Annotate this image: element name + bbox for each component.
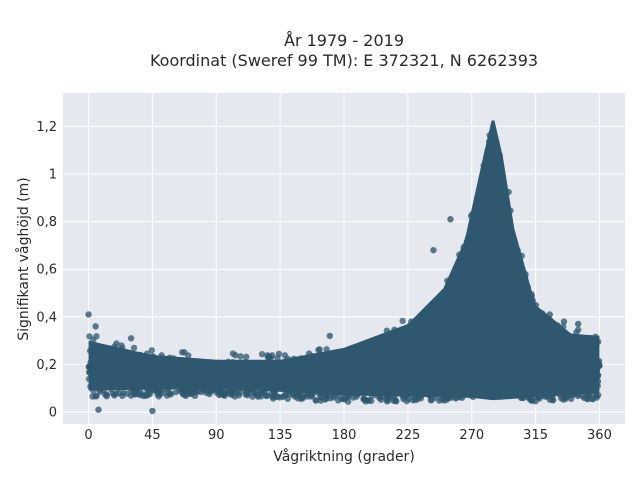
- x-tick-label: 360: [587, 428, 612, 443]
- data-point: [178, 349, 186, 356]
- y-tick-label: 0: [49, 406, 57, 421]
- outlier-point: [326, 332, 334, 340]
- data-point: [367, 397, 375, 405]
- data-point: [546, 396, 554, 403]
- data-point: [166, 390, 174, 397]
- data-point: [361, 396, 368, 403]
- data-point: [295, 392, 302, 400]
- data-point: [436, 397, 443, 404]
- data-point: [142, 392, 150, 399]
- data-point: [400, 395, 407, 403]
- data-point: [237, 353, 244, 360]
- y-tick-label: 1: [49, 167, 57, 182]
- data-point: [206, 388, 213, 396]
- data-point: [113, 340, 120, 347]
- data-point: [148, 347, 155, 354]
- data-point: [187, 387, 194, 395]
- data-point: [281, 352, 289, 359]
- data-point: [271, 390, 278, 397]
- y-tick-label: 0,2: [36, 358, 57, 373]
- outlier-point: [447, 216, 454, 223]
- data-point: [103, 392, 110, 400]
- outlier-point: [127, 335, 135, 342]
- data-point: [185, 352, 192, 359]
- x-axis-ticks: 0 45 90 135 180 225 270 315 360: [84, 428, 611, 443]
- data-point: [427, 397, 435, 404]
- data-point: [120, 389, 127, 396]
- outlier-point: [496, 223, 504, 230]
- data-point: [263, 392, 271, 399]
- data-point: [322, 395, 329, 402]
- data-point: [315, 346, 322, 354]
- data-point: [399, 317, 406, 325]
- data-point: [392, 397, 400, 405]
- data-point: [134, 390, 142, 398]
- outlier-point: [85, 311, 92, 318]
- x-axis-label: Vågriktning (grader): [273, 448, 415, 465]
- x-tick-label: 135: [268, 428, 293, 443]
- data-point: [156, 390, 164, 398]
- y-axis-label: Signifikant våghöjd (m): [15, 177, 32, 340]
- chart-title: År 1979 - 2019: [284, 31, 404, 50]
- data-point: [558, 395, 565, 402]
- x-tick-label: 225: [395, 428, 420, 443]
- data-point: [312, 397, 319, 404]
- data-point: [335, 397, 342, 404]
- outlier-point: [560, 318, 568, 325]
- data-points: [85, 120, 603, 415]
- data-point: [213, 389, 220, 396]
- chart-subtitle: Koordinat (Sweref 99 TM): E 372321, N 62…: [150, 51, 538, 70]
- data-point: [581, 394, 588, 402]
- outlier-point: [149, 407, 156, 415]
- data-point: [258, 350, 266, 358]
- data-point: [93, 392, 100, 400]
- x-tick-label: 315: [523, 428, 548, 443]
- x-tick-label: 270: [459, 428, 484, 443]
- data-point: [409, 396, 417, 404]
- data-point: [264, 352, 271, 359]
- x-tick-label: 180: [332, 428, 357, 443]
- data-point: [317, 392, 325, 400]
- data-point: [341, 396, 349, 403]
- outlier-point: [574, 320, 582, 328]
- data-point: [377, 396, 385, 403]
- data-point: [130, 344, 138, 352]
- data-point: [254, 392, 262, 399]
- data-point: [274, 354, 281, 362]
- data-point: [93, 333, 100, 340]
- x-tick-label: 0: [84, 428, 92, 443]
- y-tick-label: 0,6: [36, 263, 57, 278]
- data-point: [593, 392, 600, 399]
- data-point: [86, 333, 93, 340]
- y-tick-label: 0,8: [36, 215, 57, 230]
- data-point: [229, 391, 236, 398]
- x-tick-label: 45: [144, 428, 161, 443]
- data-point: [232, 352, 239, 359]
- data-point-cluster: [88, 120, 600, 401]
- data-point: [221, 392, 228, 399]
- outlier-point: [430, 246, 437, 254]
- y-axis-ticks: 0 0,2 0,4 0,6 0,8 1 1,2: [36, 120, 57, 421]
- y-tick-label: 0,4: [36, 310, 57, 325]
- outlier-point: [95, 406, 102, 413]
- y-tick-label: 1,2: [36, 120, 57, 135]
- data-point: [284, 395, 291, 402]
- data-point: [194, 388, 202, 395]
- outlier-point: [92, 323, 99, 330]
- data-point: [243, 353, 250, 361]
- outlier-point: [546, 311, 553, 318]
- x-tick-label: 90: [208, 428, 225, 443]
- data-point: [443, 396, 450, 404]
